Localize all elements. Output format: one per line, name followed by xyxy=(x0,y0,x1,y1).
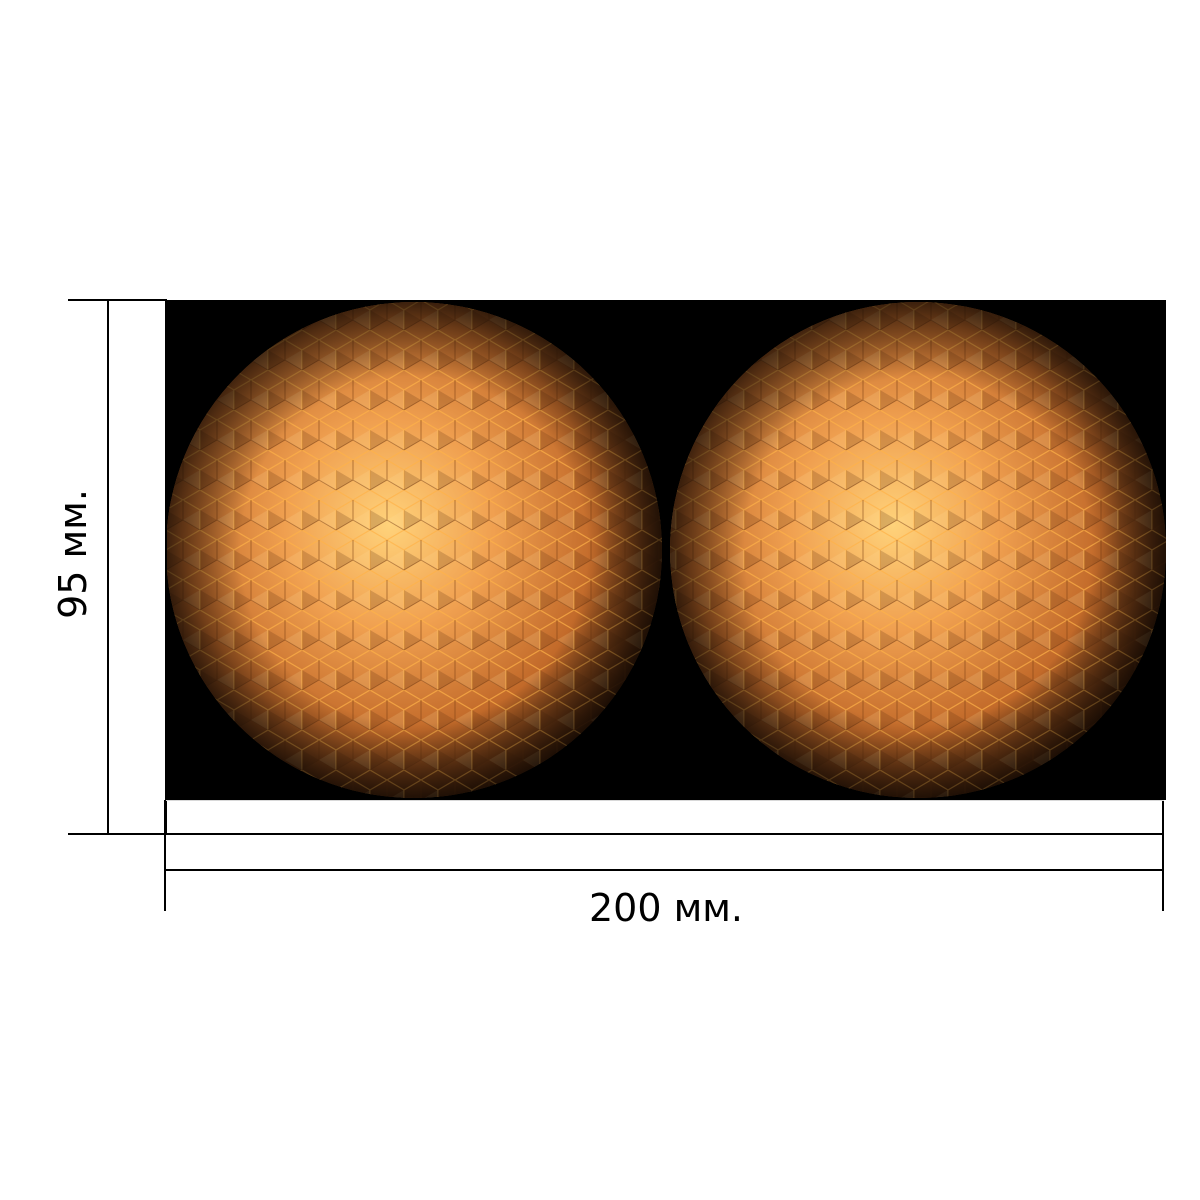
spheres-artwork xyxy=(166,302,1166,798)
product-bottom-edge xyxy=(166,800,1164,801)
height-dimension-top-extension xyxy=(68,299,167,301)
width-dimension-right-extension xyxy=(1162,800,1164,911)
height-dimension-inner-line xyxy=(165,299,167,835)
width-dimension-left-extension xyxy=(164,800,166,911)
width-dimension-upper-line xyxy=(164,833,1164,835)
height-dimension-line xyxy=(107,299,109,835)
height-dimension-bottom-extension xyxy=(68,833,167,835)
product-image xyxy=(166,300,1166,800)
sphere-left xyxy=(166,302,662,798)
width-dimension-line xyxy=(164,869,1164,871)
height-value-text: 95 мм. xyxy=(51,489,95,619)
width-dimension-label: 200 мм. xyxy=(588,886,744,930)
sphere-right xyxy=(670,302,1166,798)
